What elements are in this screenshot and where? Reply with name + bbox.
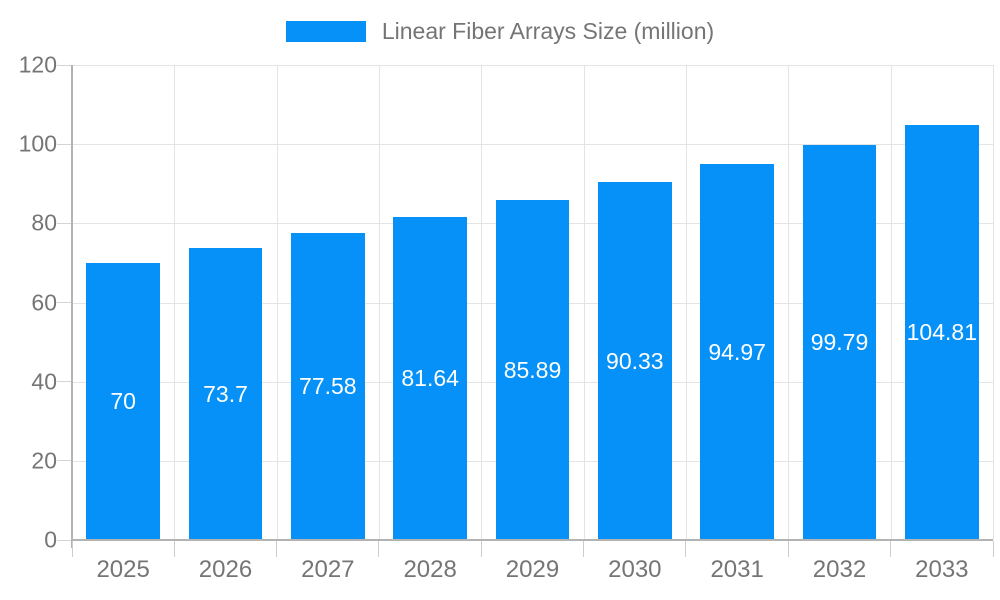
bar[interactable]: 77.58: [290, 232, 365, 540]
bar[interactable]: 85.89: [495, 200, 570, 540]
x-tick-label: 2030: [608, 556, 662, 583]
x-tick-label: 2028: [403, 556, 457, 583]
bar-value-label: 90.33: [606, 347, 664, 374]
x-tick-label: 2027: [301, 556, 355, 583]
x-axis-tick: [890, 541, 892, 557]
x-axis-tick: [583, 541, 585, 557]
bar[interactable]: 90.33: [597, 182, 672, 540]
bar[interactable]: 73.7: [188, 248, 263, 540]
grid-line-v: [276, 65, 278, 540]
bar-value-label: 94.97: [708, 338, 766, 365]
x-axis-tick: [685, 541, 687, 557]
plot-area: 70 73.7 77.58 81.64 85.89 90.33 94.97 99.79 104.…: [57, 64, 994, 557]
x-tick-label: 2029: [505, 556, 560, 583]
y-axis-tick: [57, 302, 71, 303]
x-axis-tick: [378, 541, 380, 557]
bar[interactable]: 70: [86, 262, 160, 540]
y-tick-label: 0: [44, 526, 57, 553]
grid-line-v: [583, 65, 585, 540]
bar[interactable]: 104.81: [904, 125, 979, 540]
legend-swatch-icon: [285, 20, 366, 42]
y-tick-label: 40: [31, 368, 57, 395]
x-tick-label: 2031: [710, 556, 764, 583]
y-tick-label: 100: [18, 130, 57, 157]
x-axis-tick: [71, 541, 73, 557]
grid-line-v: [378, 65, 380, 540]
x-tick-label: 2032: [812, 556, 867, 583]
x-axis-tick: [480, 541, 482, 557]
y-axis-tick: [57, 64, 71, 66]
bar[interactable]: 94.97: [700, 164, 774, 540]
bar-value-label: 70: [110, 387, 136, 414]
y-axis-line: [71, 65, 73, 548]
x-tick-label: 2026: [198, 556, 253, 583]
y-axis-tick: [57, 460, 71, 462]
y-tick-label: 80: [31, 209, 57, 236]
grid-line-v: [890, 65, 892, 540]
y-axis-tick: [57, 143, 71, 145]
x-axis-tick: [173, 541, 175, 557]
x-axis-line: [71, 539, 993, 541]
grid-line-h: [72, 65, 993, 66]
y-axis-tick: [57, 381, 71, 383]
bar-value-label: 104.81: [906, 319, 977, 346]
bar-value-label: 85.89: [503, 356, 562, 383]
bar[interactable]: 99.79: [802, 145, 877, 540]
y-axis-tick: [57, 539, 71, 541]
bar[interactable]: 81.64: [393, 216, 467, 540]
y-axis-tick: [57, 222, 71, 224]
grid-line-v: [685, 65, 687, 540]
legend-label: Linear Fiber Arrays Size (million): [381, 17, 715, 44]
x-axis-tick: [276, 541, 278, 557]
chart-legend[interactable]: Linear Fiber Arrays Size (million): [0, 16, 1000, 46]
grid-line-h: [72, 144, 993, 146]
grid-line-v: [993, 65, 994, 540]
y-tick-label: 20: [31, 447, 57, 474]
y-tick-label: 120: [18, 51, 57, 78]
y-tick-label: 60: [31, 289, 57, 315]
x-axis-tick: [992, 541, 994, 557]
bar-value-label: 81.64: [401, 364, 459, 391]
bar-value-label: 99.79: [810, 329, 869, 355]
x-axis-tick: [787, 541, 789, 557]
x-tick-label: 2025: [96, 556, 150, 583]
bar-value-label: 73.7: [203, 380, 248, 407]
grid-line-v: [174, 65, 176, 540]
bar-value-label: 77.58: [299, 372, 357, 399]
grid-line-v: [788, 65, 790, 540]
grid-line-v: [481, 65, 483, 540]
x-tick-label: 2033: [915, 556, 969, 583]
